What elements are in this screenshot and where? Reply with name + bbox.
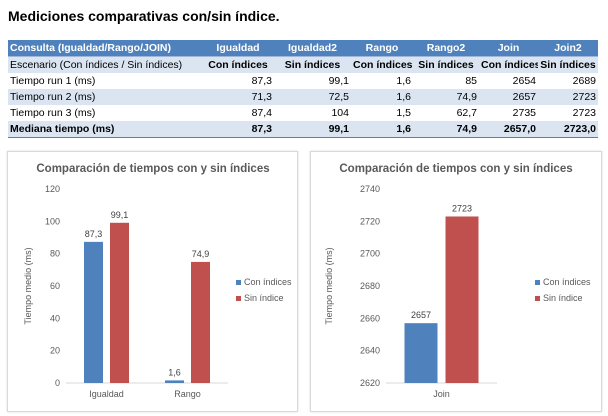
y-tick-label: 2660 [360,313,380,323]
table-cell: 2723 [538,105,598,121]
y-tick-label: 2620 [360,378,380,388]
x-tick-label: Igualdad [89,389,124,399]
y-tick-label: 0 [55,378,60,388]
y-tick-label: 100 [45,216,60,226]
y-tick-label: 40 [50,313,60,323]
table-row: Tiempo run 2 (ms) 71,3 72,5 1,6 74,9 265… [8,89,598,105]
table-header-cell: Join [479,40,538,57]
table-cell: Mediana tiempo (ms) [8,121,202,138]
x-tick-label: Rango [174,389,201,399]
legend-label: Sin índice [543,293,583,303]
table-header-cell: Join2 [538,40,598,57]
table-header-cell: Igualdad [202,40,274,57]
bar [165,380,184,383]
table-cell: 87,4 [202,105,274,121]
table-subheader-row: Escenario (Con índices / Sin índices) Co… [8,56,598,73]
table-header-cell: Rango2 [413,40,479,57]
y-tick-label: 120 [45,184,60,194]
table-cell: Con índices [479,56,538,73]
table-cell: 2735 [479,105,538,121]
table-cell: Tiempo run 3 (ms) [8,105,202,121]
chart-panel-igualdad-rango: Comparación de tiempos con y sin índices… [7,151,298,412]
table-cell: 85 [413,73,479,89]
legend-marker [535,280,540,285]
chart-title: Comparación de tiempos con y sin índices [36,163,269,175]
data-label: 1,6 [168,367,181,377]
table-cell: 99,1 [274,121,351,138]
bar-chart: Comparación de tiempos con y sin índices… [23,163,292,399]
legend-label: Sin índice [244,293,284,303]
data-label: 99,1 [111,210,129,220]
table-cell: 2657 [479,89,538,105]
table-cell: 1,6 [351,121,413,138]
table-header-cell: Igualdad2 [274,40,351,57]
y-axis-label: Tiempo medio (ms) [23,247,33,324]
bar [404,323,438,383]
y-tick-label: 2680 [360,281,380,291]
table-cell: Escenario (Con índices / Sin índices) [8,56,202,73]
table-cell: Con índices [202,56,274,73]
table-cell: 104 [274,105,351,121]
table-header-cell: Consulta (Igualdad/Rango/JOIN) [8,40,202,57]
table-cell: Sin índices [413,56,479,73]
table-cell: 2657,0 [479,121,538,138]
table-cell: Con índices [351,56,413,73]
data-label: 87,3 [85,229,103,239]
y-axis-label: Tiempo medio (ms) [324,247,334,324]
table-cell: 72,5 [274,89,351,105]
x-tick-label: Join [433,389,450,399]
page-title: Mediciones comparativas con/sin índice. [8,8,280,24]
table-cell: 1,6 [351,89,413,105]
table-cell: 1,5 [351,105,413,121]
table-cell: 74,9 [413,89,479,105]
results-table: Consulta (Igualdad/Rango/JOIN) Igualdad … [8,40,598,138]
y-tick-label: 80 [50,249,60,259]
legend-marker [236,296,241,301]
table-cell: Sin índices [538,56,598,73]
y-tick-label: 2640 [360,346,380,356]
y-tick-label: 2720 [360,216,380,226]
table-header-cell: Rango [351,40,413,57]
legend-marker [236,280,241,285]
y-tick-label: 2700 [360,249,380,259]
table-row: Tiempo run 1 (ms) 87,3 99,1 1,6 85 2654 … [8,73,598,89]
data-label: 2723 [452,203,472,213]
data-label: 74,9 [192,249,210,259]
legend-marker [535,296,540,301]
legend-label: Con índices [543,277,591,287]
bar-chart: Comparación de tiempos con y sin índices… [324,163,591,399]
data-label: 2657 [411,310,431,320]
table-header-row: Consulta (Igualdad/Rango/JOIN) Igualdad … [8,40,598,57]
chart-panel-join: Comparación de tiempos con y sin índices… [310,151,602,412]
y-tick-label: 60 [50,281,60,291]
table-cell: 2689 [538,73,598,89]
table-cell: 71,3 [202,89,274,105]
table-cell: 62,7 [413,105,479,121]
table-cell: 99,1 [274,73,351,89]
table-row-median: Mediana tiempo (ms) 87,3 99,1 1,6 74,9 2… [8,121,598,138]
table-cell: 1,6 [351,73,413,89]
bar [84,241,103,383]
table-cell: 74,9 [413,121,479,138]
bar [110,222,129,383]
table-cell: Tiempo run 2 (ms) [8,89,202,105]
y-tick-label: 2740 [360,184,380,194]
table-cell: 2723,0 [538,121,598,138]
y-tick-label: 20 [50,346,60,356]
table-row: Tiempo run 3 (ms) 87,4 104 1,5 62,7 2735… [8,105,598,121]
table-cell: 87,3 [202,121,274,138]
table-cell: 2723 [538,89,598,105]
table-cell: 2654 [479,73,538,89]
bar [445,216,479,383]
table-cell: Tiempo run 1 (ms) [8,73,202,89]
table-cell: Sin índices [274,56,351,73]
table-cell: 87,3 [202,73,274,89]
chart-title: Comparación de tiempos con y sin índices [339,163,572,175]
legend-label: Con índices [244,277,292,287]
bar [191,261,210,383]
